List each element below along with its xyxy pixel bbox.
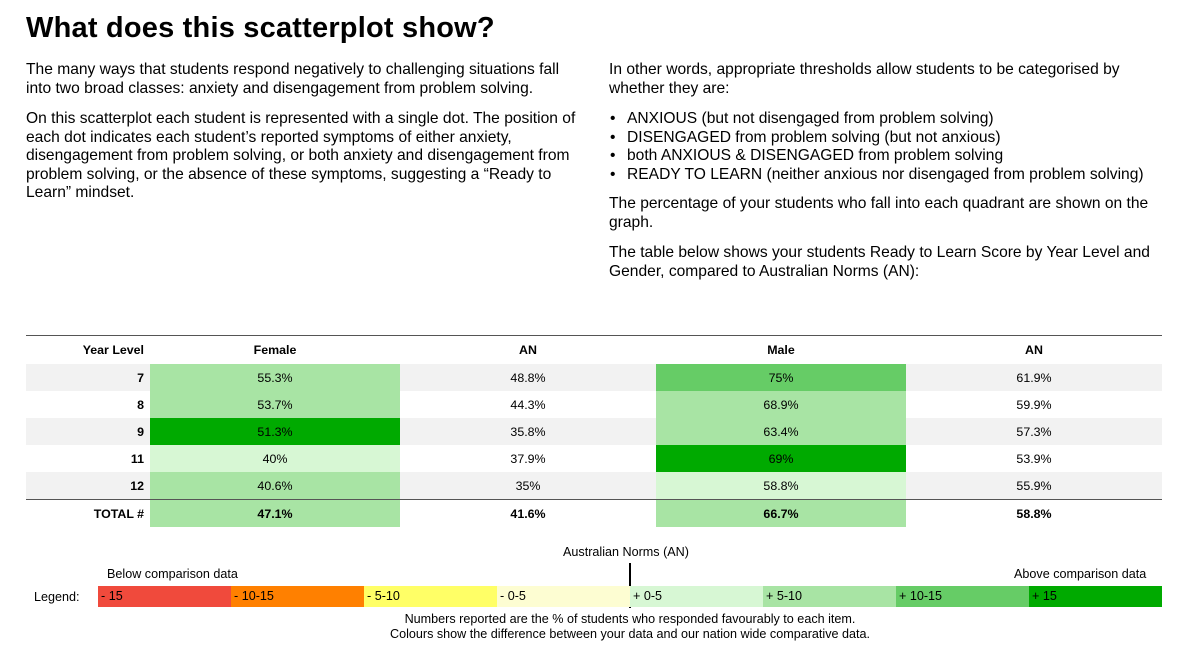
header-an-male: AN: [1025, 343, 1043, 357]
year-level-cell: 11: [130, 451, 144, 466]
legend-segment-plus-5-10: + 5-10: [763, 586, 896, 607]
an-male-cell: 59.9%: [1016, 397, 1052, 412]
male-score-cell: 68.9%: [656, 391, 906, 418]
table-row: 9 51.3% 35.8% 63.4% 57.3%: [26, 418, 1162, 445]
table-row: 7 55.3% 48.8% 75% 61.9%: [26, 364, 1162, 391]
above-comparison-label: Above comparison data: [1014, 567, 1147, 581]
an-female-cell: 44.3%: [510, 397, 546, 412]
legend-segment-minus-15: - 15: [98, 586, 231, 607]
an-male-cell: 61.9%: [906, 364, 1162, 391]
total-female-cell: 47.1%: [150, 499, 400, 527]
legend-segment-minus-5-10: - 5-10: [364, 586, 497, 607]
header-male: Male: [767, 343, 795, 357]
legend-color-scale: - 15 - 10-15 - 5-10 - 0-5 + 0-5 + 5-10 +…: [98, 586, 1162, 607]
an-female-cell: 48.8%: [400, 364, 656, 391]
legend-segment-minus-10-15: - 10-15: [231, 586, 364, 607]
female-score-cell: 51.3%: [150, 418, 400, 445]
an-female-cell: 35.8%: [400, 418, 656, 445]
total-an-female-cell: 41.6%: [400, 499, 656, 527]
legend-segment-plus-0-5: + 0-5: [630, 586, 763, 607]
table-row: 8 53.7% 44.3% 68.9% 59.9%: [26, 391, 1162, 418]
below-comparison-label: Below comparison data: [107, 567, 238, 581]
category-ready: READY TO LEARN (neither anxious nor dise…: [610, 166, 1169, 185]
an-female-cell: 37.9%: [510, 451, 546, 466]
legend-segment-minus-0-5: - 0-5: [497, 586, 630, 607]
year-level-cell: 9: [26, 418, 150, 445]
legend-label: Legend:: [34, 590, 80, 604]
australian-norms-label: Australian Norms (AN): [563, 545, 689, 559]
an-male-cell: 53.9%: [1016, 451, 1052, 466]
quadrant-note: The percentage of your students who fall…: [609, 195, 1149, 231]
year-level-cell: 12: [26, 472, 150, 500]
female-score-cell: 53.7%: [150, 391, 400, 418]
header-year-level: Year Level: [82, 343, 144, 357]
header-an-female: AN: [519, 343, 537, 357]
header-female: Female: [253, 343, 297, 357]
male-score-cell: 63.4%: [656, 418, 906, 445]
ready-to-learn-table: Year Level Female AN Male AN 7 55.3% 48.…: [26, 335, 1162, 527]
category-disengaged: DISENGAGED from problem solving (but not…: [610, 129, 1169, 148]
table-header-row: Year Level Female AN Male AN: [26, 336, 1162, 365]
year-level-cell: 7: [26, 364, 150, 391]
female-score-cell: 55.3%: [150, 364, 400, 391]
legend-note-line-2: Colours show the difference between your…: [389, 627, 871, 641]
australian-norms-marker: [629, 563, 631, 608]
an-female-cell: 35%: [400, 472, 656, 500]
male-score-cell: 58.8%: [656, 472, 906, 500]
page-title: What does this scatterplot show?: [26, 12, 495, 44]
female-score-cell: 40%: [150, 445, 400, 472]
male-score-cell: 69%: [656, 445, 906, 472]
total-an-male-cell: 58.8%: [906, 499, 1162, 527]
category-anxious: ANXIOUS (but not disengaged from problem…: [610, 110, 1169, 129]
legend-note: Numbers reported are the % of students w…: [330, 612, 930, 642]
an-male-cell: 55.9%: [906, 472, 1162, 500]
legend-segment-plus-10-15: + 10-15: [896, 586, 1029, 607]
legend-segment-plus-15: + 15: [1029, 586, 1162, 607]
table-row: 12 40.6% 35% 58.8% 55.9%: [26, 472, 1162, 500]
left-column: The many ways that students respond nega…: [26, 61, 586, 215]
category-both: both ANXIOUS & DISENGAGED from problem s…: [610, 147, 1169, 166]
category-list: ANXIOUS (but not disengaged from problem…: [609, 110, 1169, 184]
legend-note-line-1: Numbers reported are the % of students w…: [404, 612, 856, 626]
table-total-row: TOTAL # 47.1% 41.6% 66.7% 58.8%: [26, 499, 1162, 527]
total-male-cell: 66.7%: [656, 499, 906, 527]
categories-intro: In other words, appropriate thresholds a…: [609, 61, 1120, 97]
table-intro: The table below shows your students Read…: [609, 244, 1150, 280]
year-level-cell: 8: [137, 397, 144, 412]
intro-paragraph: The many ways that students respond nega…: [26, 61, 560, 97]
table-row: 11 40% 37.9% 69% 53.9%: [26, 445, 1162, 472]
scatterplot-description: On this scatterplot each student is repr…: [26, 110, 576, 201]
total-label-cell: TOTAL #: [26, 499, 150, 527]
female-score-cell: 40.6%: [150, 472, 400, 500]
male-score-cell: 75%: [656, 364, 906, 391]
right-column: In other words, appropriate thresholds a…: [609, 61, 1169, 293]
an-male-cell: 57.3%: [906, 418, 1162, 445]
